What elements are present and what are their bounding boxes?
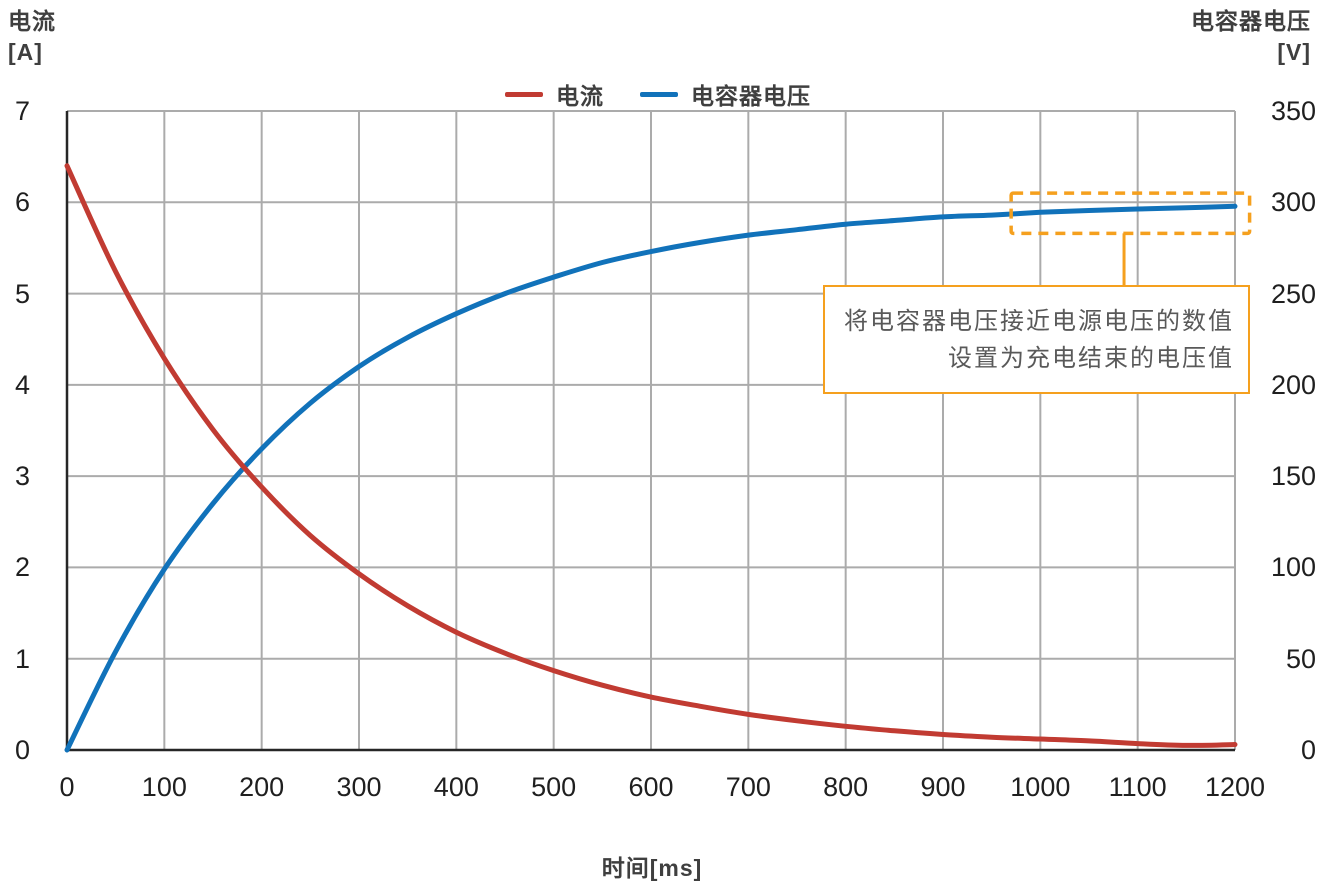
left-axis-tick-label: 5 bbox=[14, 278, 30, 309]
x-axis-tick-label: 500 bbox=[531, 772, 577, 802]
right-axis-tick-label: 250 bbox=[1270, 278, 1316, 309]
x-axis-tick-label: 200 bbox=[239, 772, 285, 802]
annotation-callout: 将电容器电压接近电源电压的数值 设置为充电结束的电压值 bbox=[823, 285, 1250, 394]
right-axis-tick-label: 50 bbox=[1285, 643, 1316, 674]
current-curve bbox=[64, 163, 1238, 748]
voltage-line-swatch bbox=[640, 91, 678, 97]
current-line-swatch bbox=[505, 91, 543, 97]
x-axis-tick-label: 1200 bbox=[1204, 772, 1266, 802]
legend-label-current: 电流 bbox=[556, 83, 604, 109]
right-axis-unit: [V] bbox=[1277, 39, 1311, 65]
legend-item-voltage: 电容器电压 bbox=[640, 77, 811, 111]
left-axis-tick-label: 7 bbox=[14, 96, 30, 126]
left-axis-tick-label: 0 bbox=[14, 735, 30, 765]
right-axis-title-text: 电容器电压 bbox=[1191, 8, 1311, 34]
x-axis-tick-label: 400 bbox=[433, 772, 479, 802]
x-axis-tick-label: 100 bbox=[141, 772, 187, 802]
legend: 电流 电容器电压 bbox=[505, 77, 811, 111]
x-axis-tick-label: 700 bbox=[725, 772, 771, 802]
x-axis-tick-label: 900 bbox=[920, 772, 966, 802]
left-axis-title: 电流 [A] bbox=[8, 6, 56, 68]
legend-item-current: 电流 bbox=[505, 77, 604, 111]
right-axis-tick-label: 0 bbox=[1300, 735, 1316, 765]
x-axis-tick-label: 1000 bbox=[1010, 772, 1071, 802]
right-axis-title: 电容器电压 [V] bbox=[1191, 6, 1311, 68]
right-axis-tick-label: 150 bbox=[1270, 461, 1316, 492]
legend-label-voltage: 电容器电压 bbox=[691, 83, 811, 109]
left-axis-tick-label: 6 bbox=[14, 187, 30, 218]
left-axis-title-text: 电流 bbox=[8, 8, 56, 34]
left-axis-tick-label: 3 bbox=[14, 461, 30, 492]
voltage-curve bbox=[64, 203, 1238, 753]
left-axis-tick-label: 2 bbox=[14, 552, 30, 583]
x-axis-tick-label: 800 bbox=[823, 772, 869, 802]
x-axis-tick-label: 300 bbox=[336, 772, 382, 802]
left-axis-unit: [A] bbox=[8, 39, 43, 65]
right-axis-tick-label: 100 bbox=[1270, 552, 1316, 583]
annotation-line-1: 将电容器电压接近电源电压的数值 bbox=[844, 308, 1234, 335]
x-axis-tick-label: 600 bbox=[628, 772, 674, 802]
left-axis-tick-label: 4 bbox=[14, 369, 30, 400]
right-axis-tick-label: 350 bbox=[1270, 96, 1316, 126]
right-axis-tick-label: 200 bbox=[1270, 369, 1316, 400]
left-axis-tick-label: 1 bbox=[14, 643, 30, 674]
highlight-dashed-box bbox=[1009, 191, 1252, 236]
right-axis-tick-label: 300 bbox=[1270, 187, 1316, 218]
x-axis-title: 时间[ms] bbox=[601, 855, 703, 881]
annotation-line-2: 设置为充电结束的电压值 bbox=[948, 345, 1234, 372]
x-axis-tick-label: 0 bbox=[59, 772, 75, 802]
x-axis-tick-label: 1100 bbox=[1108, 772, 1167, 802]
